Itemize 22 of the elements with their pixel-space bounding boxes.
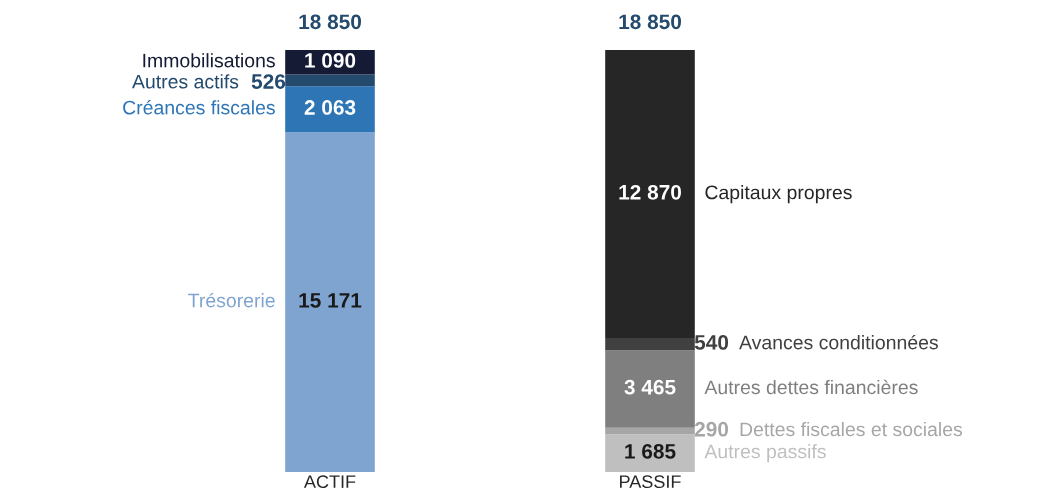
data-label: 526 [251,74,286,89]
text: Dettes fiscales et sociales [740,421,963,437]
data-label: 2 063 [304,100,356,115]
series-label: Autres passifs [704,444,826,463]
x-tick-label: PASSIF [620,475,681,489]
data-label: 1 090 [305,53,356,68]
text: Autres actifs [132,74,239,89]
data-label: 15 171 [299,293,362,308]
series-label: Créances fiscales [123,99,275,115]
data-label: 540 [694,335,729,350]
total-label: 18 850 [299,14,362,30]
series-label: Autres dettes financières [704,379,918,395]
series-label: Trésorerie [188,292,275,308]
series-label: Capitaux propres [705,185,852,204]
data-label: 12 870 [619,184,682,200]
x-tick-label: ACTIF [303,475,356,489]
data-label: 1 685 [625,443,676,459]
data-label: 3 465 [624,379,676,395]
total-label: 18 850 [619,14,682,30]
data-label: 290 [694,421,729,437]
text: Avances conditionnées [739,334,938,350]
series-label: Immobilisations [143,53,275,68]
